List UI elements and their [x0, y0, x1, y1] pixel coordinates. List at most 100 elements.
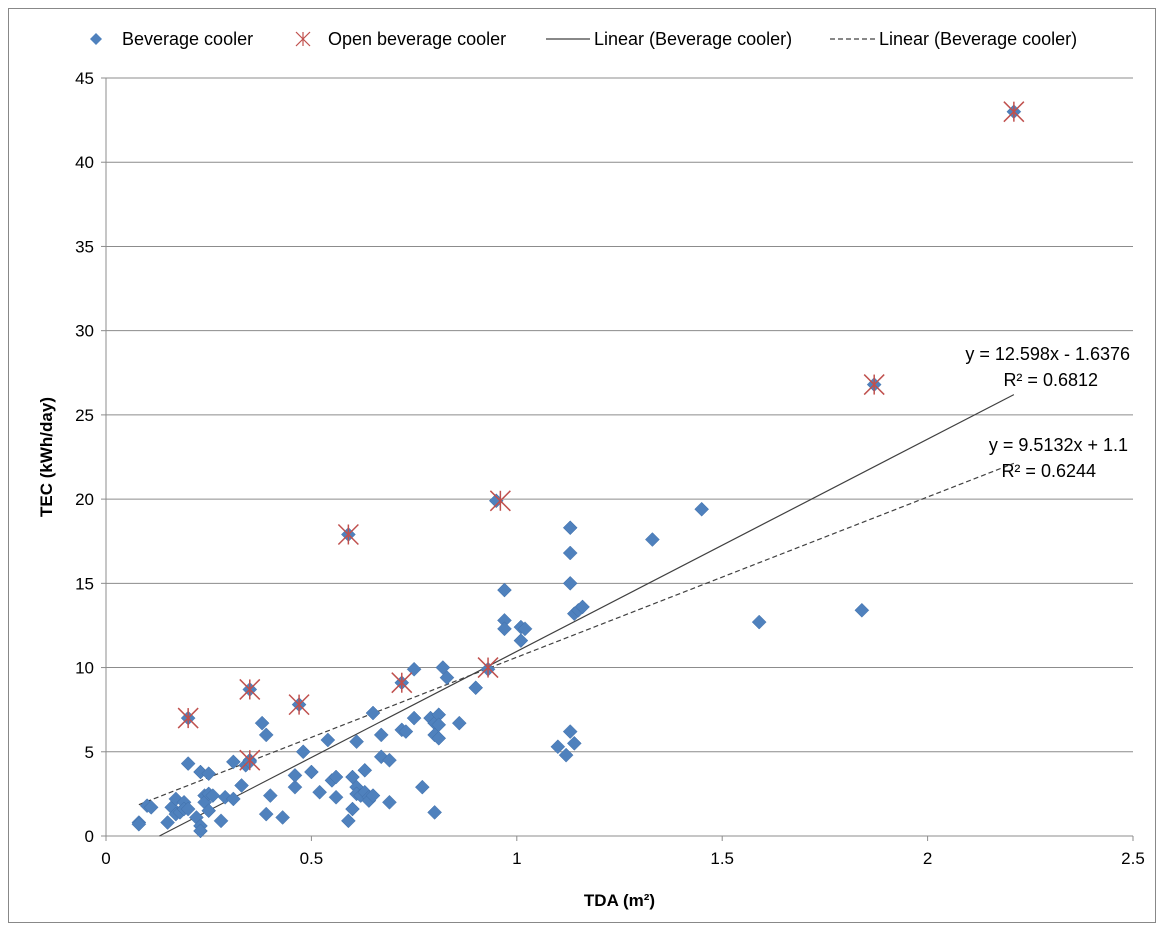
point-beverage-cooler	[497, 582, 512, 598]
point-beverage-cooler	[341, 813, 356, 829]
point-beverage-cooler	[414, 779, 430, 795]
trendline-r2: R² = 0.6244	[1001, 461, 1096, 481]
point-beverage-cooler	[562, 575, 578, 591]
point-beverage-cooler	[345, 801, 360, 817]
trendline-r2: R² = 0.6812	[1003, 370, 1098, 390]
point-beverage-cooler	[373, 727, 389, 743]
trendline-equation: y = 9.5132x + 1.1	[989, 435, 1128, 455]
trendlines	[138, 394, 1015, 837]
point-beverage-cooler	[645, 532, 660, 547]
x-axis-title: TDA (m²)	[584, 891, 655, 910]
point-beverage-cooler	[258, 727, 274, 743]
point-beverage-cooler	[180, 756, 196, 771]
point-beverage-cooler	[451, 715, 467, 731]
point-beverage-cooler	[262, 788, 278, 803]
legend-item-beverage-cooler: Beverage cooler	[90, 29, 253, 49]
point-beverage-cooler	[225, 754, 241, 770]
point-open-beverage-cooler	[477, 657, 499, 679]
point-beverage-cooler	[468, 680, 484, 696]
point-beverage-cooler	[497, 621, 512, 637]
point-beverage-cooler	[694, 501, 710, 517]
y-tick-label: 45	[75, 69, 94, 88]
point-beverage-cooler	[160, 815, 175, 830]
x-tick-label: 1.5	[710, 849, 734, 868]
diamond-marker-icon	[90, 33, 102, 45]
point-beverage-cooler	[275, 810, 290, 825]
point-beverage-cooler	[382, 794, 397, 810]
point-open-beverage-cooler	[391, 672, 413, 694]
point-beverage-cooler	[131, 816, 147, 832]
y-tick-label: 5	[85, 743, 94, 762]
y-axis-title: TEC (kWh/day)	[37, 397, 56, 517]
grid-lines	[106, 77, 1133, 753]
point-open-beverage-cooler	[337, 523, 359, 546]
legend-label: Linear (Beverage cooler)	[879, 29, 1077, 49]
point-beverage-cooler	[431, 730, 447, 746]
point-beverage-cooler	[320, 732, 336, 748]
point-beverage-cooler	[205, 788, 221, 803]
point-beverage-cooler	[258, 806, 274, 822]
point-beverage-cooler	[439, 670, 455, 686]
point-beverage-cooler	[193, 823, 208, 839]
legend-label: Linear (Beverage cooler)	[594, 29, 792, 49]
point-beverage-cooler	[517, 621, 533, 637]
point-beverage-cooler	[406, 661, 422, 677]
point-beverage-cooler	[328, 769, 344, 785]
legend-label: Beverage cooler	[122, 29, 253, 49]
point-beverage-cooler	[398, 724, 414, 739]
point-open-beverage-cooler	[239, 678, 261, 700]
point-beverage-cooler	[357, 762, 373, 778]
legend-label: Open beverage cooler	[328, 29, 506, 49]
point-beverage-cooler	[287, 779, 303, 795]
point-beverage-cooler	[365, 705, 381, 721]
point-beverage-cooler	[225, 791, 241, 807]
y-tick-label: 25	[75, 406, 94, 425]
point-beverage-cooler	[295, 744, 311, 760]
legend: Beverage cooler Open beverage cooler Linea…	[90, 29, 1077, 49]
point-beverage-cooler	[201, 803, 217, 819]
point-beverage-cooler	[751, 614, 767, 630]
point-beverage-cooler	[575, 599, 590, 615]
point-beverage-cooler	[365, 788, 381, 803]
y-tick-label: 0	[85, 827, 94, 846]
x-tick-label: 0	[101, 849, 110, 868]
y-tick-label: 30	[75, 322, 94, 341]
point-beverage-cooler	[562, 520, 578, 536]
point-beverage-cooler	[180, 801, 196, 817]
point-open-beverage-cooler	[489, 490, 511, 512]
point-beverage-cooler	[513, 633, 529, 648]
point-open-beverage-cooler	[1003, 101, 1025, 123]
point-beverage-cooler	[562, 545, 578, 561]
trendline-solid	[159, 394, 1015, 837]
y-tick-label: 35	[75, 237, 94, 256]
point-beverage-cooler	[287, 768, 303, 783]
trendline-annotations: y = 12.598x - 1.6376 R² = 0.6812 y = 9.513…	[965, 344, 1130, 481]
point-beverage-cooler	[312, 784, 327, 800]
point-beverage-cooler	[562, 724, 578, 739]
point-open-beverage-cooler	[863, 374, 885, 396]
tick-labels: 0 5 10 15 20 25 30 35 40 45 0 0.5 1 1.5 2 2.5	[75, 69, 1145, 868]
point-beverage-cooler	[382, 752, 397, 768]
point-open-beverage-cooler	[288, 694, 310, 716]
point-beverage-cooler	[349, 734, 364, 750]
data-points	[131, 101, 1025, 839]
y-tick-label: 20	[75, 490, 94, 509]
point-beverage-cooler	[566, 736, 582, 751]
point-open-beverage-cooler	[177, 707, 199, 729]
point-beverage-cooler	[143, 800, 159, 815]
point-beverage-cooler	[854, 602, 870, 618]
x-tick-label: 0.5	[300, 849, 324, 868]
legend-item-linear-solid: Linear (Beverage cooler)	[546, 29, 792, 49]
point-beverage-cooler	[234, 778, 249, 793]
legend-item-linear-dashed: Linear (Beverage cooler)	[830, 29, 1077, 49]
point-open-beverage-cooler	[239, 749, 261, 771]
point-beverage-cooler	[558, 747, 574, 763]
x-tick-label: 2	[923, 849, 932, 868]
y-tick-label: 40	[75, 153, 94, 172]
trendline-equation: y = 12.598x - 1.6376	[965, 344, 1130, 364]
point-beverage-cooler	[213, 813, 229, 829]
point-beverage-cooler	[328, 789, 344, 805]
legend-item-open-beverage-cooler: Open beverage cooler	[295, 29, 506, 49]
y-tick-label: 10	[75, 659, 94, 678]
